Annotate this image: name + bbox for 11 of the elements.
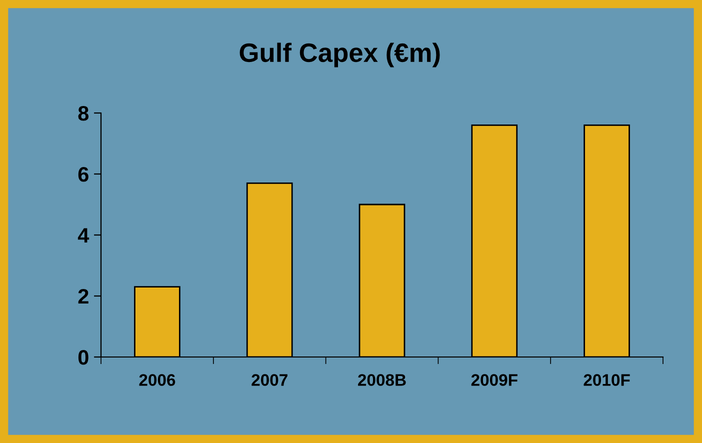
x-tick-label: 2006 <box>139 374 176 386</box>
y-tick-label: 4 <box>78 228 90 243</box>
y-tick-label: 6 <box>78 167 88 182</box>
y-tick-label: 8 <box>78 106 89 121</box>
x-tick-label: 2008B <box>358 374 406 386</box>
x-tick-label: 2009F <box>471 374 518 386</box>
y-tick-label: 0 <box>78 350 88 365</box>
chart-title: Gulf Capex (€m) <box>240 42 440 68</box>
y-tick-label: 2 <box>78 289 88 304</box>
x-tick-label: 2007 <box>252 374 288 386</box>
x-tick-label: 2010F <box>584 374 630 386</box>
